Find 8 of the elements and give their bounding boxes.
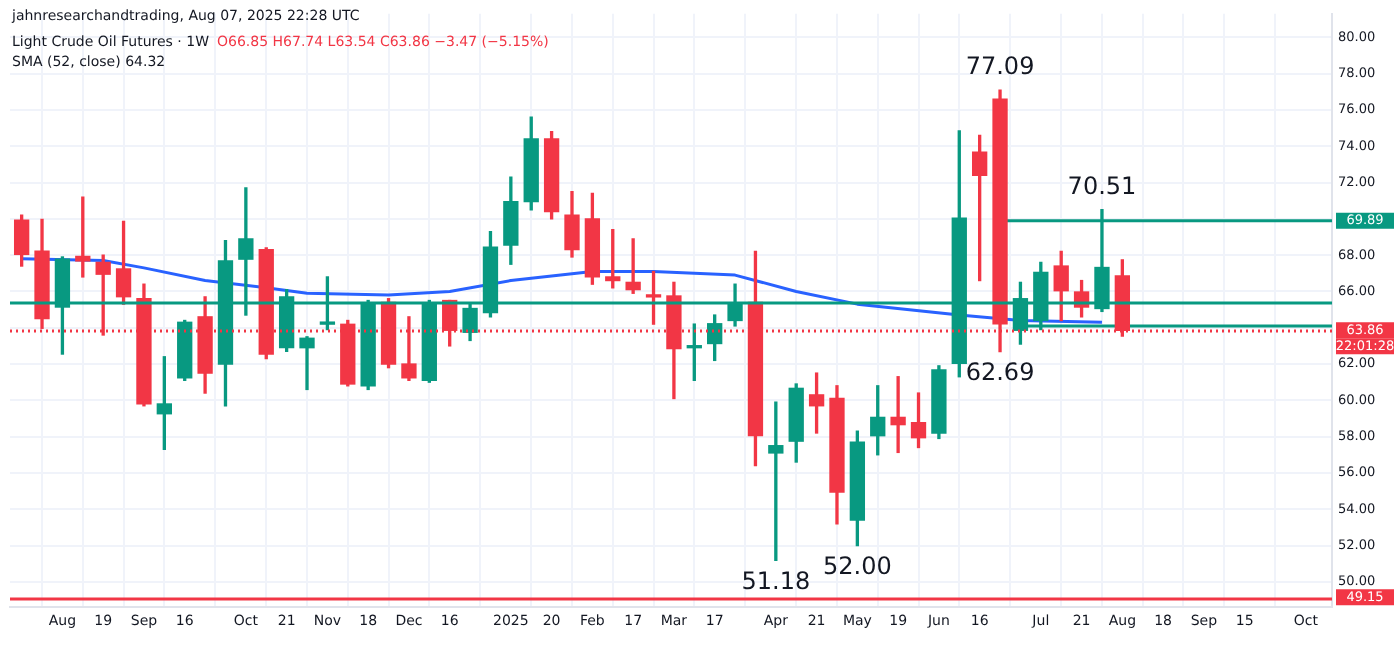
annotation: 70.51 [1067,171,1137,200]
candlestick [625,238,641,294]
annotation: 62.69 [965,357,1035,386]
annotation: 77.09 [965,52,1035,81]
annotation: 51.18 [741,566,811,595]
candlestick [299,336,315,391]
annotation: 52.00 [823,551,892,580]
candlestick [890,376,906,454]
